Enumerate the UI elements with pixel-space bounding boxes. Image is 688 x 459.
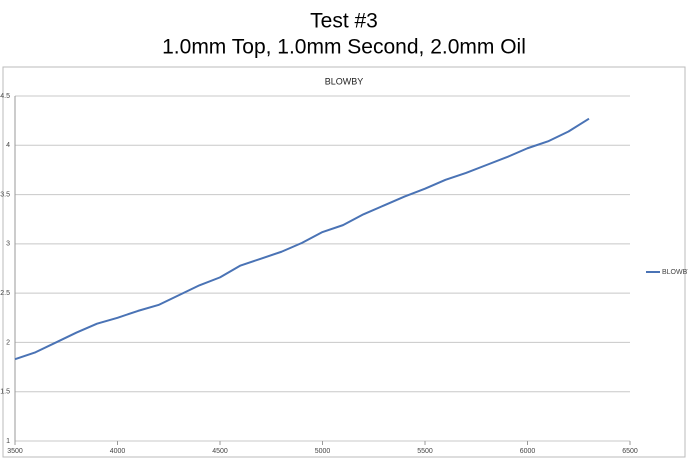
y-tick-label: 2: [6, 339, 10, 346]
y-tick-label: 4: [6, 142, 10, 149]
y-tick-label: 1.5: [0, 389, 10, 396]
title: Test #3: [310, 10, 378, 33]
line: [14, 117, 590, 361]
y-tick-label: 1: [6, 438, 10, 445]
y-tick-label: 2.5: [0, 290, 10, 297]
x-tick-label: 4000: [110, 448, 126, 455]
chart-title: BLOWBY: [325, 76, 364, 86]
subtitle: 1.0mm Top, 1.0mm Second, 2.0mm Oil: [162, 36, 526, 59]
chart-frame: [2, 66, 686, 458]
x-tick-label: 5500: [417, 448, 433, 455]
x-tick-label: 4500: [212, 448, 228, 455]
x-tick-label: 6500: [622, 448, 638, 455]
y-tick-label: 4.5: [0, 93, 10, 100]
legend-label: BLOWBY: [662, 269, 688, 276]
y-tick-label: 3.5: [0, 191, 10, 198]
y-tick-label: 3: [6, 241, 10, 248]
x-tick-label: 6000: [520, 448, 536, 455]
x-tick-label: 5000: [315, 448, 331, 455]
x-tick-label: 3500: [7, 448, 23, 455]
